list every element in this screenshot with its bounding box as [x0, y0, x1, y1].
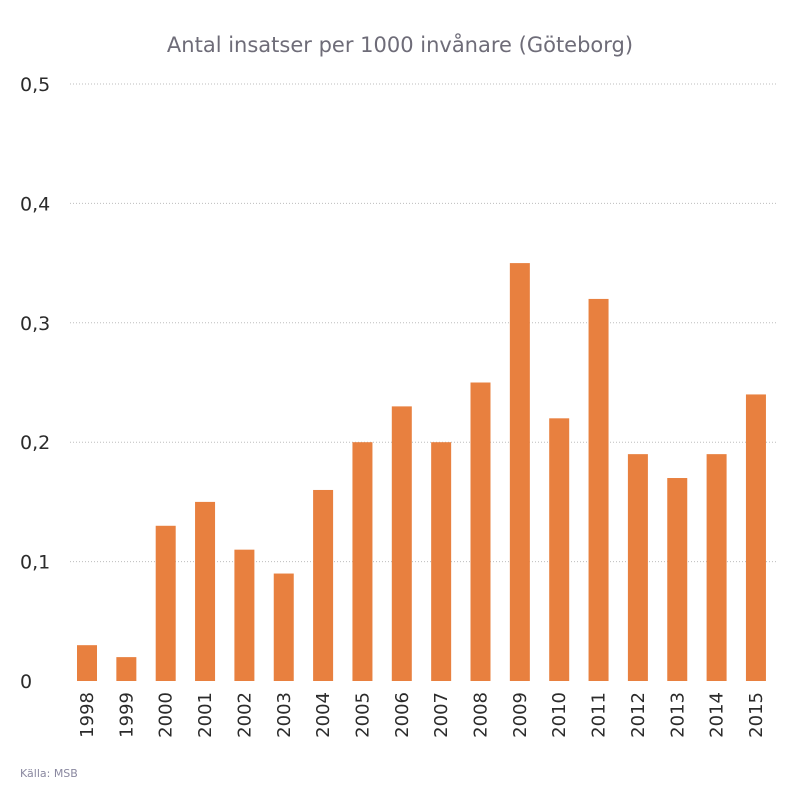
bar-2014	[706, 454, 727, 681]
x-tick-label-2010: 2010	[549, 692, 570, 738]
bar-2003	[273, 573, 294, 681]
x-tick-label-2001: 2001	[195, 692, 216, 738]
x-tick-label-2000: 2000	[156, 692, 177, 738]
x-tick-label-1998: 1998	[77, 692, 98, 738]
y-tick-label: 0,5	[20, 74, 50, 96]
x-tick-label-2006: 2006	[392, 692, 413, 738]
bar-1999	[116, 657, 137, 681]
bar-2008	[470, 382, 491, 681]
x-tick-label-2013: 2013	[667, 692, 688, 738]
bar-2013	[667, 478, 688, 681]
x-tick-label-2015: 2015	[746, 692, 767, 738]
bar-2006	[391, 406, 412, 681]
bars	[77, 263, 766, 681]
bar-2009	[509, 263, 530, 681]
bar-2005	[352, 442, 373, 681]
bar-2015	[745, 394, 766, 681]
y-tick-label: 0,4	[20, 193, 50, 215]
bar-2011	[588, 298, 609, 681]
bar-2004	[313, 489, 334, 681]
x-tick-label-2004: 2004	[313, 692, 334, 738]
y-tick-label: 0,1	[20, 552, 50, 574]
x-axis-ticks: 1998 1999 2000 2001 2002 2003 2004 2005 2006 2007…	[77, 692, 767, 738]
x-tick-label-2002: 2002	[234, 692, 255, 738]
bar-2007	[431, 442, 452, 681]
x-tick-label-2005: 2005	[352, 692, 373, 738]
x-tick-label-2007: 2007	[431, 692, 452, 738]
bar-2012	[627, 454, 648, 681]
x-tick-label-2008: 2008	[471, 692, 492, 738]
chart-title: Antal insatser per 1000 invånare (Götebo…	[167, 32, 633, 57]
bar-2001	[195, 501, 216, 681]
y-tick-label: 0,2	[20, 432, 50, 454]
x-tick-label-2014: 2014	[707, 692, 728, 738]
bar-1998	[77, 645, 97, 681]
gridlines	[70, 83, 776, 563]
y-tick-label: 0	[20, 671, 32, 693]
x-tick-label-2012: 2012	[628, 692, 649, 738]
y-tick-label: 0,3	[20, 313, 50, 335]
x-tick-label-1999: 1999	[116, 692, 137, 738]
bar-2010	[549, 418, 570, 681]
x-tick-label-2003: 2003	[274, 692, 295, 738]
bar-2000	[155, 525, 176, 681]
y-axis-ticks: 0 0,1 0,2 0,3 0,4 0,5	[20, 74, 50, 693]
x-tick-label-2009: 2009	[510, 692, 531, 738]
bar-2002	[234, 549, 255, 681]
x-tick-label-2011: 2011	[589, 692, 610, 738]
source-note: Källa: MSB	[20, 767, 78, 780]
